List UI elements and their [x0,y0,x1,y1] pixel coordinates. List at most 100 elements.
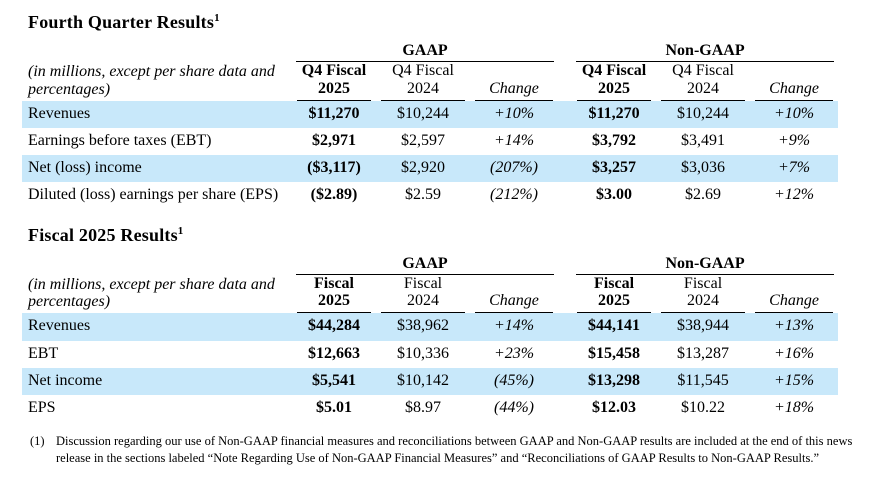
q4-col-nongaap-change: Change [750,62,838,101]
footnote-text: Discussion regarding our use of Non-GAAP… [56,434,853,465]
value-cell: $10,142 [397,371,449,389]
value-cell: +13% [773,317,815,335]
value-cell: $8.97 [405,398,441,416]
value-cell: $10,336 [397,344,449,362]
q4-title-text: Fourth Quarter Results [28,12,215,32]
q4-col-gaap-2025: Q4 Fiscal 2025 [292,62,376,101]
spacer [558,42,572,62]
fy-group-header-nongaap: Non-GAAP [572,255,838,275]
q4-group-header-gaap: GAAP [292,42,558,62]
q4-col-nongaap-2024: Q4 Fiscal 2024 [656,62,750,101]
spacer [558,155,572,182]
q4-units-note: (in millions, except per share data and … [28,63,275,98]
value-cell: $2,597 [401,132,445,149]
value-cell: $10.22 [681,398,726,416]
value-cell: $13,298 [588,371,641,389]
row-label: Revenues [28,317,91,335]
value-cell: +7% [777,159,811,177]
value-cell: +16% [773,344,815,362]
q4-empty-corner [22,42,292,62]
value-cell: +12% [773,186,815,204]
value-cell: $2,920 [401,159,445,177]
value-cell: $10,244 [397,104,449,122]
value-cell: $11,545 [677,371,729,389]
fy-section-title: Fiscal 2025 Results1 [28,225,870,246]
fy-column-header-row: (in millions, except per share data and … [22,275,838,314]
value-cell: +14% [493,317,535,335]
value-cell: +14% [493,132,535,149]
fy-results-table: GAAP Non-GAAP (in millions, except per s… [22,255,839,423]
fy-col-gaap-2024: Fiscal 2024 [376,275,470,314]
row-label: Net income [28,371,103,389]
value-cell: $38,944 [677,317,730,335]
value-cell: $12,663 [308,344,360,362]
q4-group-header-nongaap: Non-GAAP [572,42,838,62]
q4-col-gaap-2024: Q4 Fiscal 2024 [376,62,470,101]
value-cell: +23% [493,344,535,362]
value-cell: $15,458 [588,344,641,362]
value-cell: $10,244 [677,104,730,122]
q4-section-title: Fourth Quarter Results1 [28,12,870,33]
value-cell: $3.00 [596,186,633,204]
table-row-net-income: Net (loss) income ($3,117) $2,920 (207%)… [22,155,839,183]
fy-title-text: Fiscal 2025 Results [28,224,178,245]
row-label: EBT [28,344,59,362]
fy-col-nongaap-2025: Fiscal 2025 [572,275,656,314]
fy-units-note: (in millions, except per share data and … [28,275,275,311]
row-label: EPS [28,398,56,416]
value-cell: $3,257 [592,159,637,177]
table-row-diluted-eps: Diluted (loss) earnings per share (EPS) … [22,182,838,209]
table-row-eps: EPS $5.01 $8.97 (44%) $12.03 $10.22 +18% [22,395,838,422]
fy-col-gaap-change: Change [470,275,558,314]
spacer [558,128,572,155]
value-cell: $3,036 [681,159,726,177]
fy-group-header-gaap: GAAP [292,255,558,275]
spacer [558,255,572,275]
value-cell: $44,141 [588,317,641,335]
spacer [558,368,572,395]
value-cell: $5,541 [312,371,356,389]
fy-title-footnote-ref: 1 [177,224,184,237]
spacer [558,395,572,422]
table-row-revenues: Revenues $44,284 $38,962 +14% $44,141 $3… [22,313,839,341]
table-row-net-income: Net income $5,541 $10,142 (45%) $13,298 … [22,367,839,395]
value-cell: +10% [493,104,535,122]
spacer [558,275,572,314]
value-cell: ($2.89) [310,186,358,204]
table-row-ebt: Earnings before taxes (EBT) $2,971 $2,59… [22,128,838,155]
fy-col-nongaap-change: Change [750,275,838,314]
value-cell: $38,962 [397,317,449,335]
spacer [558,182,572,209]
q4-title-footnote-ref: 1 [214,12,220,24]
fy-col-gaap-2025: Fiscal 2025 [292,275,376,314]
value-cell: $5.01 [316,398,352,416]
q4-group-header-row: GAAP Non-GAAP [22,42,838,62]
value-cell: $11,270 [308,104,360,122]
value-cell: $2.59 [405,186,441,204]
table-row-revenues: Revenues $11,270 $10,244 +10% $11,270 $1… [22,100,839,128]
value-cell: $3,491 [681,132,726,149]
footnote: (1) Discussion regarding our use of Non-… [30,433,862,466]
table-row-ebt: EBT $12,663 $10,336 +23% $15,458 $13,287… [22,341,838,368]
row-label: Revenues [28,104,91,122]
spacer [558,341,572,368]
value-cell: $3,792 [592,132,637,149]
value-cell: +10% [773,104,815,122]
value-cell: (45%) [494,371,534,389]
page: Fourth Quarter Results1 GAAP Non-GAAP (i… [22,12,870,466]
spacer [558,101,572,128]
fy-empty-corner [22,255,292,275]
q4-column-header-row: (in millions, except per share data and … [22,62,838,101]
value-cell: +9% [777,132,811,149]
row-label: Earnings before taxes (EBT) [28,132,212,149]
value-cell: ($3,117) [307,159,361,177]
value-cell: (44%) [494,398,534,416]
value-cell: $12.03 [592,398,637,416]
fy-col-nongaap-2024: Fiscal 2024 [656,275,750,314]
value-cell: $13,287 [677,344,730,362]
value-cell: $2.69 [685,186,722,204]
row-label: Net (loss) income [28,159,142,177]
value-cell: $11,270 [588,104,640,122]
spacer [558,62,572,101]
value-cell: +15% [773,371,815,389]
